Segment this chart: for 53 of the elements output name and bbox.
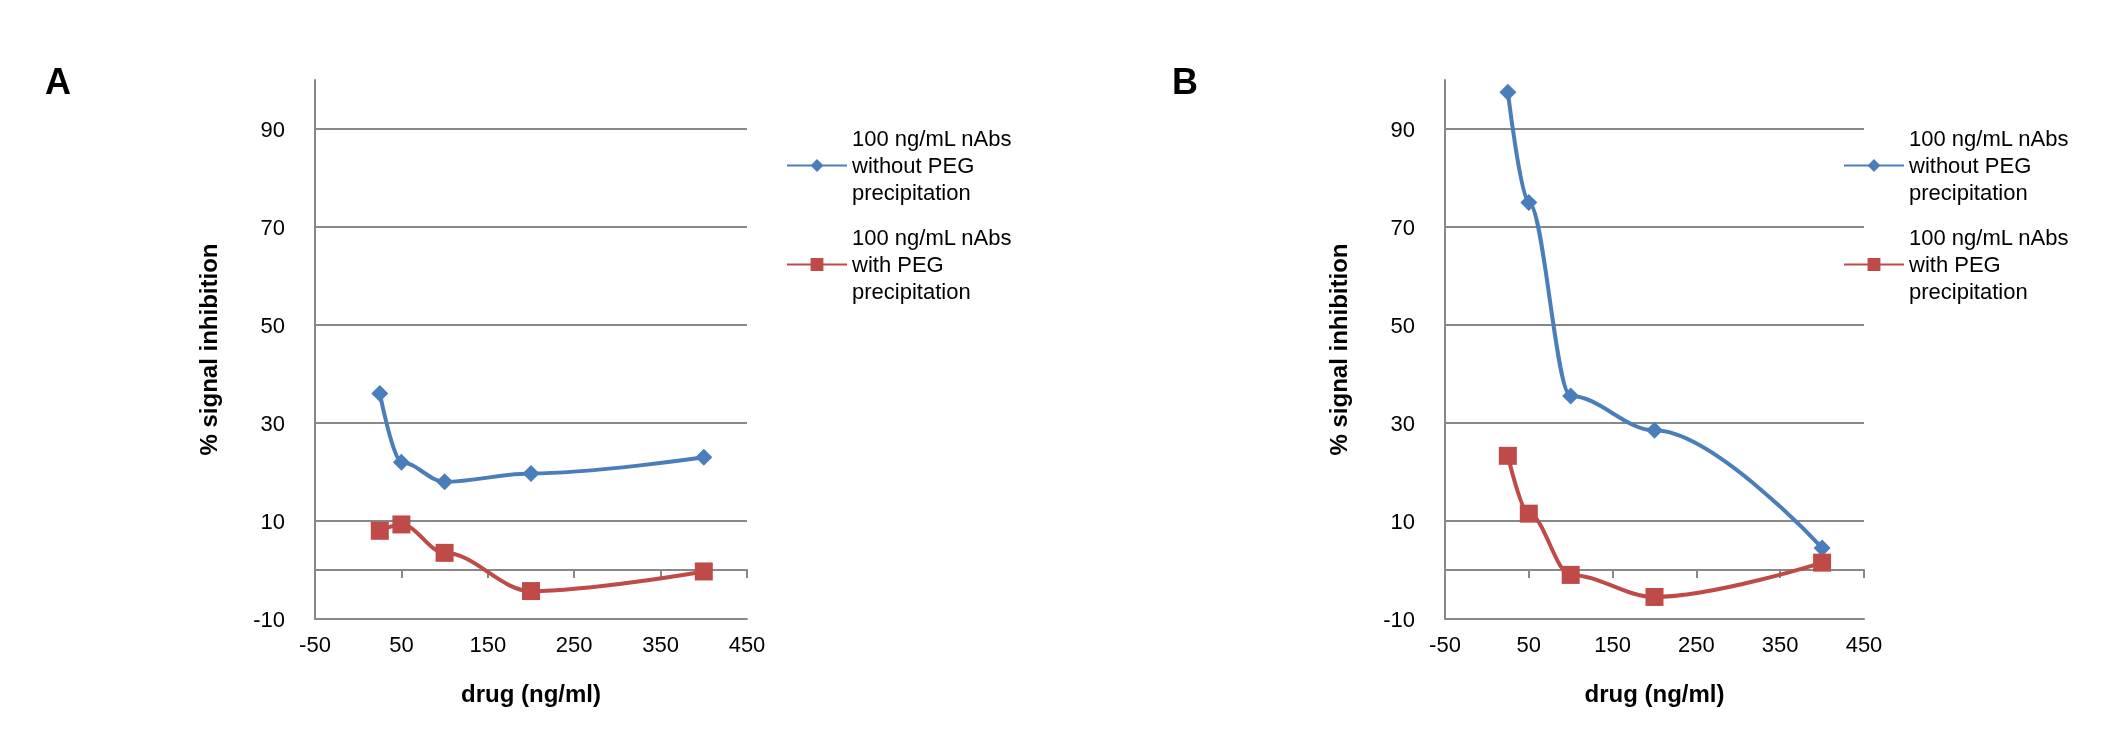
x-tick-label: 450 (728, 631, 766, 657)
x-tick-label: 50 (389, 631, 414, 657)
x-tick-label: 350 (1761, 631, 1799, 657)
y-tick-label: 70 (1390, 214, 1415, 240)
legend-label: 100 ng/mL nAbs with PEG precipitation (1908, 225, 2075, 304)
x-axis-title: drug (ng/ml) (461, 679, 601, 707)
y-tick-label: 30 (1390, 410, 1415, 436)
x-tick-label: 150 (1594, 631, 1631, 657)
y-tick-label: 50 (260, 312, 285, 338)
y-tick-label: 10 (260, 508, 285, 534)
x-tick-label: -50 (299, 631, 331, 657)
y-tick-label: 90 (1390, 116, 1415, 142)
point (1519, 504, 1538, 523)
point (371, 385, 389, 403)
y-tick-label: 10 (1390, 508, 1415, 534)
legend-label: 100 ng/mL nAbs without PEG precipitation (1908, 126, 2075, 205)
x-tick-label: 150 (469, 631, 507, 657)
x-tick-label: 450 (1845, 631, 1883, 657)
point (1562, 387, 1580, 405)
point (522, 464, 540, 482)
point (694, 562, 713, 581)
legend-label: 100 ng/mL nAbs with PEG precipitation (851, 225, 1018, 304)
point (1813, 553, 1832, 572)
x-tick-label: 50 (1516, 631, 1542, 657)
x-tick-label: 250 (1678, 631, 1715, 657)
x-tick-label: 350 (642, 631, 679, 657)
point (695, 448, 713, 466)
point (1498, 446, 1517, 465)
chart-title: B (1172, 60, 1198, 102)
y-tick-label: 70 (260, 214, 285, 240)
x-tick-label: 250 (555, 631, 593, 657)
point (435, 543, 454, 562)
point (1646, 421, 1663, 439)
y-tick-label: -10 (253, 606, 285, 632)
y-axis-title: % signal inhibition (194, 243, 222, 456)
chart-title: A (45, 60, 71, 102)
y-tick-label: 30 (260, 410, 285, 436)
point (436, 473, 454, 491)
point (1520, 194, 1538, 211)
x-tick-label: -50 (1429, 631, 1461, 657)
point (1561, 565, 1580, 584)
point (392, 515, 411, 534)
point (392, 453, 410, 471)
y-axis-title: % signal inhibition (1324, 243, 1352, 456)
point (522, 582, 540, 601)
point (1645, 587, 1664, 606)
x-axis-title: drug (ng/ml) (1584, 679, 1725, 707)
point (1499, 83, 1517, 101)
y-tick-label: 50 (1390, 312, 1415, 338)
point (370, 521, 389, 540)
legend-label: 100 ng/mL nAbs without PEG precipitation (851, 126, 1018, 205)
y-tick-label: -10 (1383, 606, 1415, 632)
y-tick-label: 90 (260, 116, 285, 142)
